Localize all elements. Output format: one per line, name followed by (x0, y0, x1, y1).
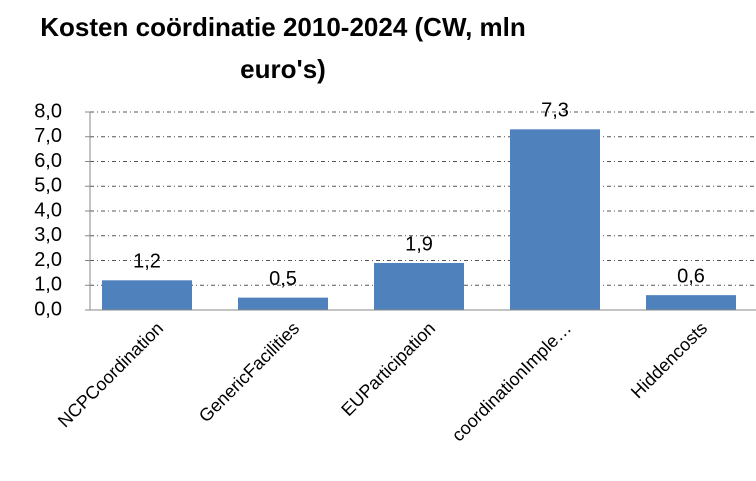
y-tick-label: 6,0 (34, 150, 62, 172)
y-tick-label: 0,0 (34, 298, 62, 320)
data-label: 0,6 (677, 265, 705, 287)
x-tick-label: GenericFacilities (195, 318, 303, 426)
y-tick-label: 7,0 (34, 125, 62, 147)
chart-title: Kosten coördinatie 2010-2024 (CW, mln eu… (40, 12, 526, 84)
y-tick-label: 8,0 (34, 100, 62, 122)
bar (238, 297, 328, 310)
y-tick-label: 4,0 (34, 199, 62, 221)
bar (374, 262, 464, 310)
x-tick-label: coordinationImple… (448, 318, 575, 445)
y-tick-label: 5,0 (34, 175, 62, 197)
bar (510, 129, 600, 310)
y-tick-label: 2,0 (34, 249, 62, 271)
data-label: 0,5 (269, 268, 297, 290)
data-label: 1,2 (133, 251, 161, 273)
data-label: 7,3 (541, 100, 569, 122)
data-label: 1,9 (405, 233, 433, 255)
bar (102, 280, 192, 310)
bar (646, 295, 736, 310)
y-tick-label: 3,0 (34, 224, 62, 246)
x-tick-label: Hiddencosts (627, 318, 711, 402)
x-tick-label: EUParticipation (337, 318, 439, 420)
y-tick-label: 1,0 (34, 274, 62, 296)
x-tick-label: NCPCoordination (54, 318, 167, 431)
